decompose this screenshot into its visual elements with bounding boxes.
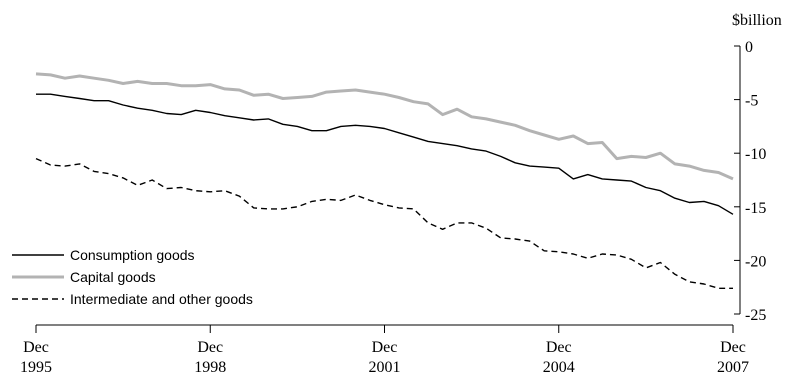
x-tick-label-month: Dec xyxy=(197,339,223,356)
x-tick-label-year: 1998 xyxy=(194,359,226,376)
y-tick-label: -10 xyxy=(745,146,766,163)
legend-label-1: Consumption goods xyxy=(70,247,195,263)
y-tick-label: 0 xyxy=(745,39,753,56)
x-tick-label-year: 2004 xyxy=(543,359,575,376)
y-tick-label: -20 xyxy=(745,253,766,270)
y-tick-label: -5 xyxy=(745,93,758,110)
legend-label-3: Intermediate and other goods xyxy=(70,291,253,307)
x-tick-label-month: Dec xyxy=(372,339,398,356)
x-tick-label-month: Dec xyxy=(23,339,49,356)
x-tick-label-month: Dec xyxy=(720,339,746,356)
x-ticks: Dec 1995 Dec 1998 Dec 2001 Dec 2004 Dec 2007 xyxy=(20,325,749,376)
series-layer xyxy=(35,72,734,289)
legend-label-2: Capital goods xyxy=(70,269,156,285)
y-tick-label: -25 xyxy=(745,307,766,324)
x-tick-label-year: 2007 xyxy=(717,359,749,376)
legend: Consumption goods Capital goods Intermedia… xyxy=(12,247,253,307)
x-tick-label-year: 2001 xyxy=(369,359,401,376)
series-line-1 xyxy=(36,93,734,215)
series-line-3 xyxy=(35,157,733,289)
y-ticks: 0 -5 -10 -15 -20 -25 xyxy=(734,39,766,324)
y-axis-unit-label: $billion xyxy=(732,12,782,29)
y-tick-label: -15 xyxy=(745,200,766,217)
series-line-2 xyxy=(35,72,734,181)
x-tick-label-year: 1995 xyxy=(20,359,52,376)
x-tick-label-month: Dec xyxy=(546,339,572,356)
